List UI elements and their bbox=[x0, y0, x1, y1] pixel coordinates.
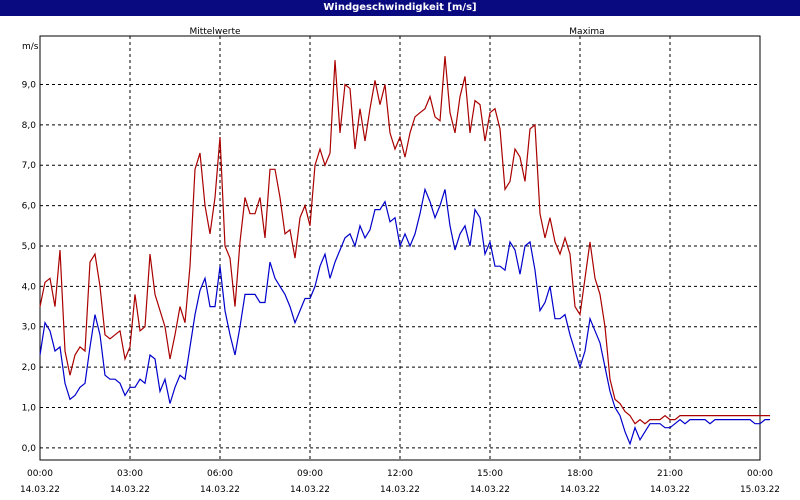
legend-maxima: Maxima bbox=[569, 27, 604, 37]
x-tick-time: 21:00 bbox=[657, 469, 683, 479]
y-tick-label: 9,0 bbox=[22, 80, 37, 90]
x-tick-date: 14.03.22 bbox=[650, 485, 690, 495]
series-line-mittelwerte bbox=[39, 187, 770, 446]
x-tick-time: 18:00 bbox=[567, 469, 593, 479]
grid-lines bbox=[40, 36, 760, 460]
y-tick-label: 1,0 bbox=[22, 404, 37, 414]
y-tick-label: 0,0 bbox=[22, 444, 37, 454]
x-tick-time: 00:00 bbox=[27, 469, 53, 479]
y-axis-label: m/s bbox=[22, 42, 39, 52]
wind-speed-chart: 0,0 1,0 2,0 3,0 4,0 5,0 6,0 7,0 8,0 9,0 00:00 14.0… bbox=[20, 27, 780, 495]
x-tick-time: 06:00 bbox=[207, 469, 233, 479]
y-tick-label: 8,0 bbox=[22, 121, 37, 131]
x-tick-date: 14.03.22 bbox=[20, 485, 60, 495]
x-tick-time: 09:00 bbox=[297, 469, 323, 479]
x-tick-time: 03:00 bbox=[117, 469, 143, 479]
x-tick-date: 15.03.22 bbox=[740, 485, 780, 495]
x-tick-date: 14.03.22 bbox=[380, 485, 420, 495]
x-tick-date: 14.03.22 bbox=[290, 485, 330, 495]
x-tick-labels: 00:00 14.03.22 03:00 14.03.22 06:00 14.03.22 0… bbox=[20, 469, 780, 495]
x-tick-date: 14.03.22 bbox=[200, 485, 240, 495]
legend-mittelwerte: Mittelwerte bbox=[189, 27, 240, 37]
y-tick-label: 7,0 bbox=[22, 161, 37, 171]
x-tick-date: 14.03.22 bbox=[110, 485, 150, 495]
series-group bbox=[39, 56, 770, 446]
chart-title: Windgeschwindigkeit [m/s] bbox=[0, 0, 800, 16]
x-tick-date: 14.03.22 bbox=[560, 485, 600, 495]
y-tick-label: 2,0 bbox=[22, 363, 37, 373]
series-line-maxima bbox=[39, 56, 770, 425]
x-tick-time: 00:00 bbox=[747, 469, 773, 479]
y-tick-label: 5,0 bbox=[22, 242, 37, 252]
x-tick-time: 15:00 bbox=[477, 469, 503, 479]
y-tick-label: 4,0 bbox=[22, 282, 37, 292]
y-tick-label: 6,0 bbox=[22, 202, 37, 212]
x-tick-date: 14.03.22 bbox=[470, 485, 510, 495]
y-tick-label: 3,0 bbox=[22, 323, 37, 333]
x-tick-time: 12:00 bbox=[387, 469, 413, 479]
y-tick-labels: 0,0 1,0 2,0 3,0 4,0 5,0 6,0 7,0 8,0 9,0 bbox=[22, 80, 37, 453]
